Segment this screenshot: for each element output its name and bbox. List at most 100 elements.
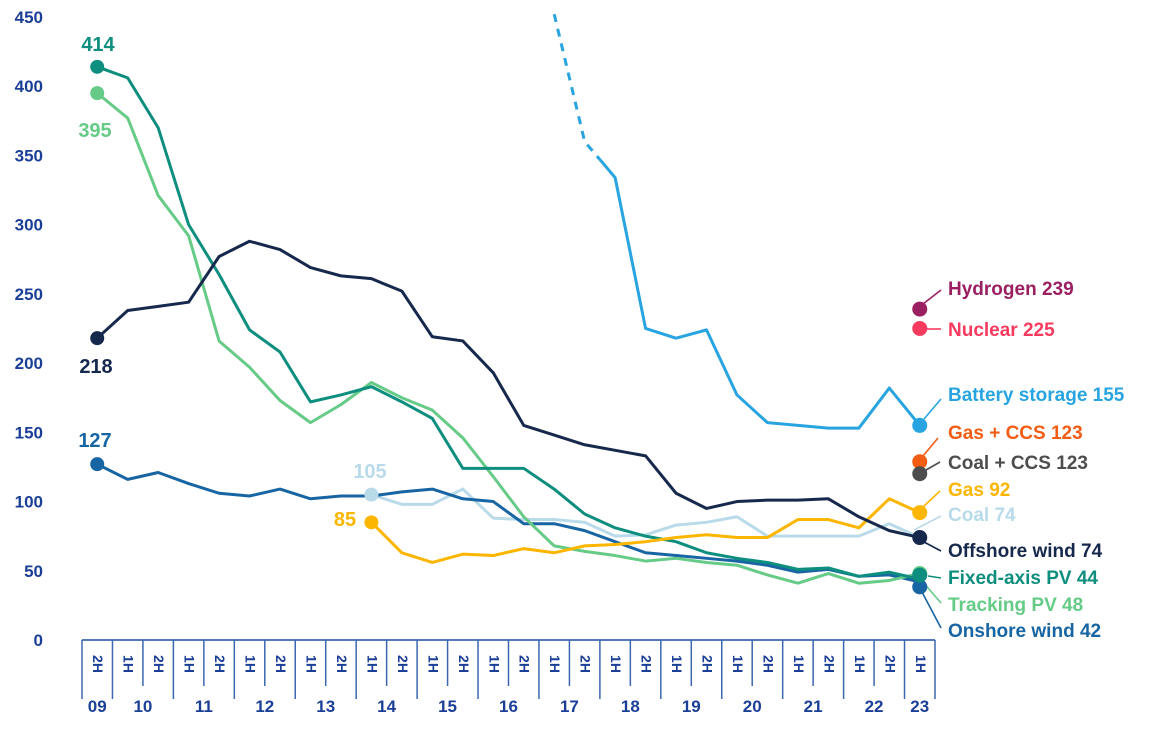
y-axis-tick-label: 50: [24, 562, 43, 581]
x-axis-half-period-label: 1H: [425, 655, 441, 673]
data-point-fixed-axis-pv-end: [912, 567, 928, 583]
label-leader-gas-ccs: [922, 437, 939, 457]
x-axis-half-period-label: 2H: [760, 655, 776, 673]
x-axis-year-label: 12: [255, 697, 274, 716]
x-axis-year-label: 19: [682, 697, 701, 716]
x-axis-half-period-label: 2H: [334, 655, 350, 673]
x-axis-half-period-label: 1H: [791, 655, 807, 673]
label-leader-coal-ccs: [925, 461, 941, 471]
start-value-label-offshore-wind: 218: [79, 356, 112, 378]
x-axis-year-label: 22: [865, 697, 884, 716]
data-point-hydrogen: [912, 301, 928, 317]
x-axis-year-label: 17: [560, 697, 579, 716]
x-axis-half-period-label: 1H: [608, 655, 624, 673]
x-axis-half-period-label: 1H: [913, 655, 929, 673]
x-axis-half-period-label: 2H: [821, 655, 837, 673]
y-axis-tick-label: 400: [15, 77, 43, 96]
start-value-label-coal: 105: [353, 461, 386, 483]
x-axis-half-period-label: 2H: [517, 655, 533, 673]
data-point-tracking-pv-start: [90, 86, 105, 101]
data-point-coal-ccs: [912, 466, 928, 482]
series-line-offshore-wind: [96, 239, 921, 540]
x-axis-half-period-label: 1H: [730, 655, 746, 673]
label-leader-hydrogen: [922, 289, 942, 305]
series-label-nuclear: Nuclear 225: [948, 320, 1055, 341]
label-leader-offshore-wind: [923, 541, 942, 552]
data-point-battery-storage-end: [912, 417, 928, 433]
x-axis-half-period-label: 2H: [151, 655, 167, 673]
y-axis-tick-label: 100: [15, 493, 43, 512]
data-point-gas-end: [912, 505, 928, 521]
y-axis-tick-label: 200: [15, 354, 43, 373]
start-value-label-tracking-pv: 395: [78, 120, 111, 142]
x-axis-half-period-label: 2H: [882, 655, 898, 673]
label-leader-gas: [922, 490, 941, 508]
data-point-onshore-wind-end: [912, 579, 928, 595]
series-line-battery-storage: [598, 158, 921, 430]
x-axis-year-label: 09: [88, 697, 107, 716]
series-label-offshore-wind: Offshore wind 74: [948, 541, 1103, 562]
x-axis-half-period-label: 1H: [243, 655, 259, 673]
x-axis-year-label: 15: [438, 697, 457, 716]
x-axis-year-label: 11: [195, 697, 213, 716]
series-line-fixed-axis-pv: [96, 65, 921, 581]
x-axis-half-period-label: 2H: [578, 655, 594, 673]
series-line-onshore-wind: [96, 462, 921, 584]
x-axis-year-label: 21: [804, 697, 823, 716]
series-label-hydrogen: Hydrogen 239: [948, 279, 1074, 300]
x-axis-year-label: 16: [499, 697, 518, 716]
x-axis-half-period-label: 2H: [395, 655, 411, 673]
x-axis-half-period-label: 2H: [456, 655, 472, 673]
y-axis-tick-label: 300: [15, 216, 43, 235]
label-leader-onshore-wind: [921, 591, 942, 629]
data-point-offshore-wind-start: [90, 331, 105, 346]
x-axis-half-period-label: 2H: [700, 655, 716, 673]
label-leader-fixed-axis-pv: [927, 575, 942, 579]
data-point-onshore-wind-start: [90, 457, 105, 472]
x-axis-half-period-label: 1H: [547, 655, 563, 673]
x-axis-half-period-label: 1H: [364, 655, 380, 673]
x-axis-half-period-label: 1H: [669, 655, 685, 673]
x-axis-year-label: 18: [621, 697, 640, 716]
y-axis-tick-label: 250: [15, 285, 43, 304]
data-point-gas-ccs: [912, 454, 928, 470]
series-label-gas-ccs: Gas + CCS 123: [948, 423, 1083, 444]
data-point-nuclear: [912, 320, 928, 336]
y-axis-tick-label: 450: [15, 8, 43, 27]
y-axis-tick-label: 0: [34, 631, 43, 650]
label-leader-coal: [913, 515, 942, 531]
x-axis-year-label: 10: [133, 697, 152, 716]
x-axis-year-label: 14: [377, 697, 396, 716]
start-value-label-gas: 85: [334, 509, 356, 531]
series-label-coal: Coal 74: [948, 505, 1016, 526]
data-point-gas-start: [364, 515, 379, 530]
start-value-label-onshore-wind: 127: [78, 430, 111, 452]
x-axis-half-period-label: 2H: [639, 655, 655, 673]
x-axis-half-period-label: 1H: [303, 655, 319, 673]
data-point-fixed-axis-pv-start: [90, 59, 105, 74]
series-label-onshore-wind: Onshore wind 42: [948, 621, 1101, 642]
x-axis-half-period-label: 2H: [273, 655, 289, 673]
series-line-gas: [370, 497, 921, 564]
x-axis-half-period-label: 1H: [182, 655, 198, 673]
series-label-fixed-axis-pv: Fixed-axis PV 44: [948, 568, 1098, 589]
series-line-tracking-pv: [96, 91, 921, 585]
series-label-gas: Gas 92: [948, 480, 1010, 501]
series-label-battery-storage: Battery storage 155: [948, 385, 1125, 406]
label-leader-battery-storage: [923, 398, 942, 420]
data-point-coal-start: [364, 487, 379, 502]
data-point-offshore-wind-end: [912, 530, 928, 546]
series-label-coal-ccs: Coal + CCS 123: [948, 453, 1088, 474]
x-axis-year-label: 13: [316, 697, 335, 716]
x-axis-half-period-label: 1H: [852, 655, 868, 673]
x-axis-half-period-label: 2H: [90, 655, 106, 673]
x-axis-year-label: 20: [743, 697, 762, 716]
x-axis-half-period-label: 2H: [212, 655, 228, 673]
series-label-tracking-pv: Tracking PV 48: [948, 595, 1083, 616]
series-line-battery-storage-projected: [552, 13, 602, 161]
x-axis-half-period-label: 1H: [486, 655, 502, 673]
x-axis-year-label: 23: [910, 697, 929, 716]
start-value-label-fixed-axis-pv: 414: [81, 34, 115, 56]
